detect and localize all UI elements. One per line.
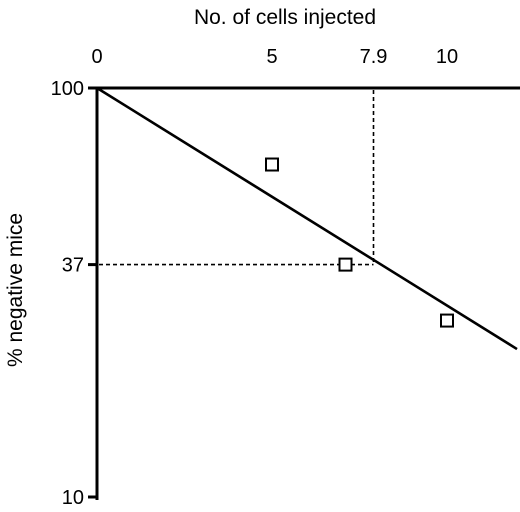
reference-lines: [99, 90, 375, 266]
data-point: [440, 313, 454, 328]
y-axis-label: % negative mice: [4, 213, 27, 367]
x-tick-label: 10: [436, 46, 458, 68]
y-tick-label: 10: [62, 487, 84, 509]
fit-line: [96, 86, 518, 351]
x-tick-label: 7.9: [360, 46, 388, 68]
y-tick-label: 100: [51, 78, 84, 100]
data-point: [265, 157, 279, 172]
x-axis-label: No. of cells injected: [194, 6, 376, 29]
y-ticks: 100 37 10: [51, 78, 97, 509]
x-ticks: 0 5 7.9 10: [91, 46, 458, 68]
fit-line-group: [96, 86, 518, 351]
x-tick-label: 0: [91, 46, 102, 68]
data-points: [265, 157, 454, 328]
y-tick-label: 37: [62, 255, 84, 277]
x-tick-label: 5: [266, 46, 277, 68]
data-point: [338, 257, 353, 272]
